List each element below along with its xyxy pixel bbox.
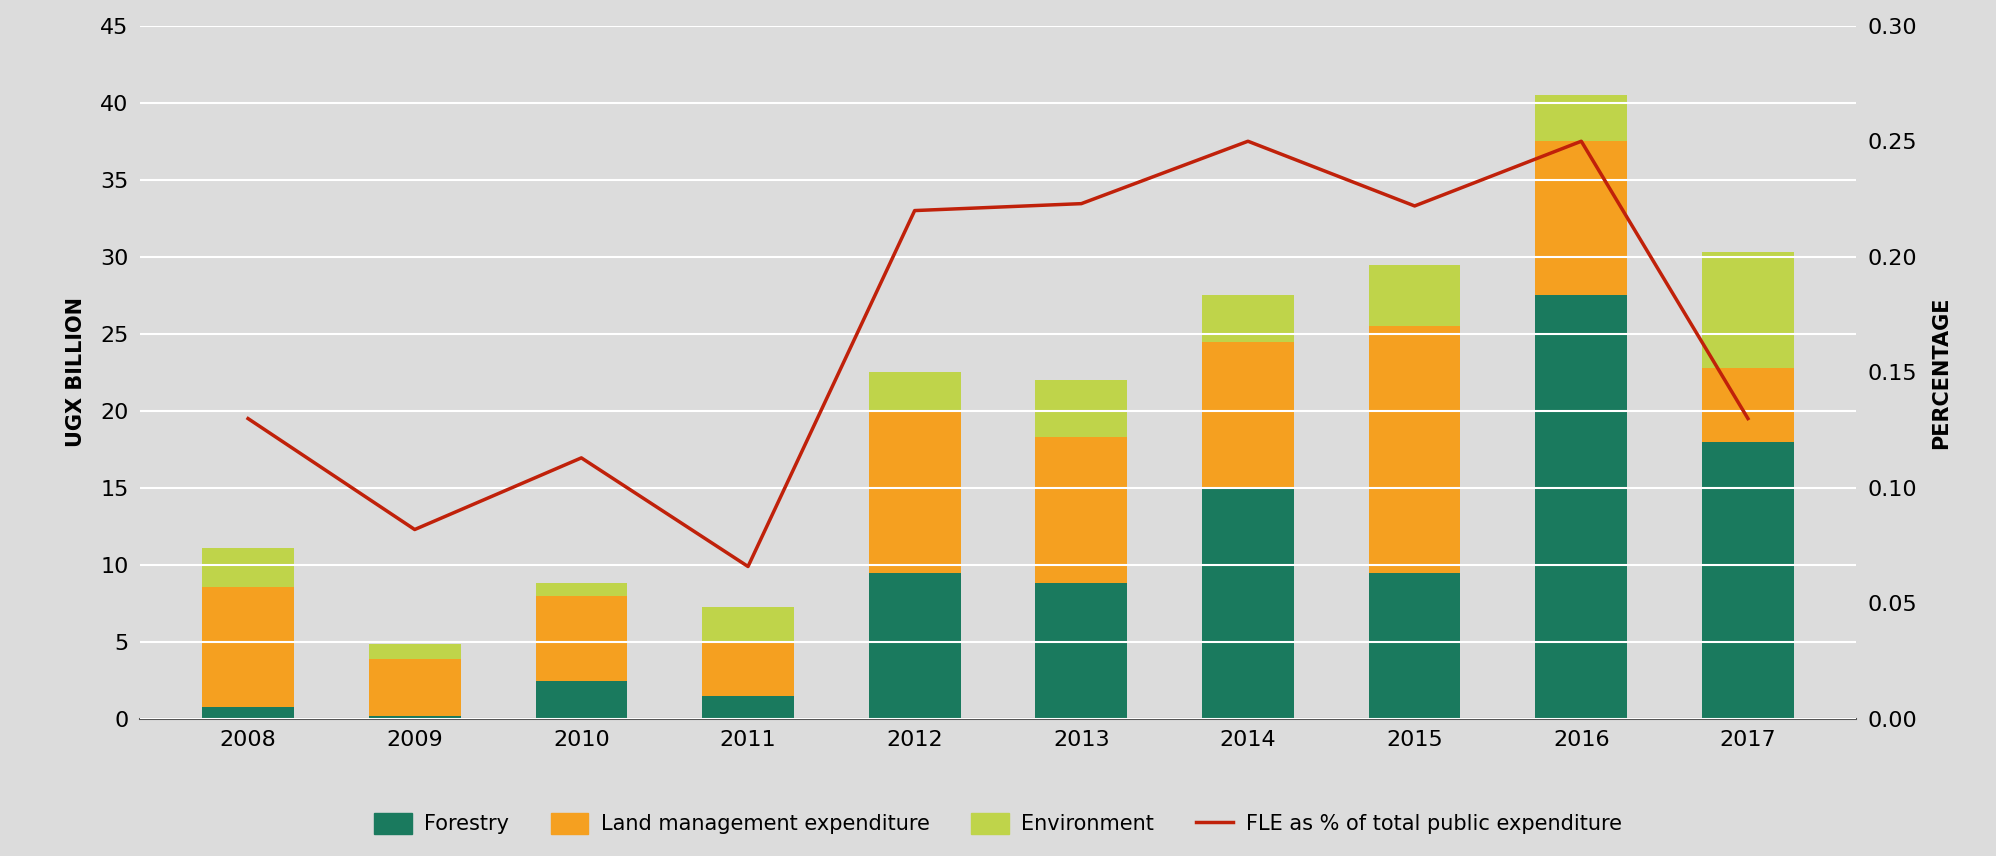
Bar [868, 372, 960, 411]
Bar [1535, 95, 1627, 141]
Legend: Forestry, Land management expenditure, Environment, FLE as % of total public exp: Forestry, Land management expenditure, E… [373, 812, 1623, 835]
Bar [868, 573, 960, 719]
Bar [1036, 380, 1128, 437]
Bar [703, 607, 794, 642]
Bar [868, 411, 960, 573]
Bar [1036, 437, 1128, 584]
Bar [1202, 488, 1293, 719]
Bar [1535, 295, 1627, 719]
Bar [369, 716, 461, 719]
Bar [703, 642, 794, 696]
Y-axis label: PERCENTAGE: PERCENTAGE [1930, 296, 1950, 449]
Y-axis label: UGX BILLION: UGX BILLION [66, 297, 86, 448]
Bar [1703, 253, 1794, 368]
Bar [1535, 141, 1627, 295]
Bar [1703, 368, 1794, 442]
Bar [1369, 265, 1461, 326]
Bar [703, 696, 794, 719]
Bar [1703, 442, 1794, 719]
Bar [1369, 326, 1461, 573]
Bar [202, 707, 293, 719]
Bar [535, 596, 627, 681]
Bar [369, 644, 461, 659]
Bar [1036, 584, 1128, 719]
Bar [1202, 342, 1293, 488]
Bar [535, 584, 627, 596]
Bar [202, 548, 293, 586]
Bar [1369, 573, 1461, 719]
Bar [535, 681, 627, 719]
Bar [1202, 295, 1293, 342]
Bar [202, 586, 293, 707]
Bar [369, 659, 461, 716]
